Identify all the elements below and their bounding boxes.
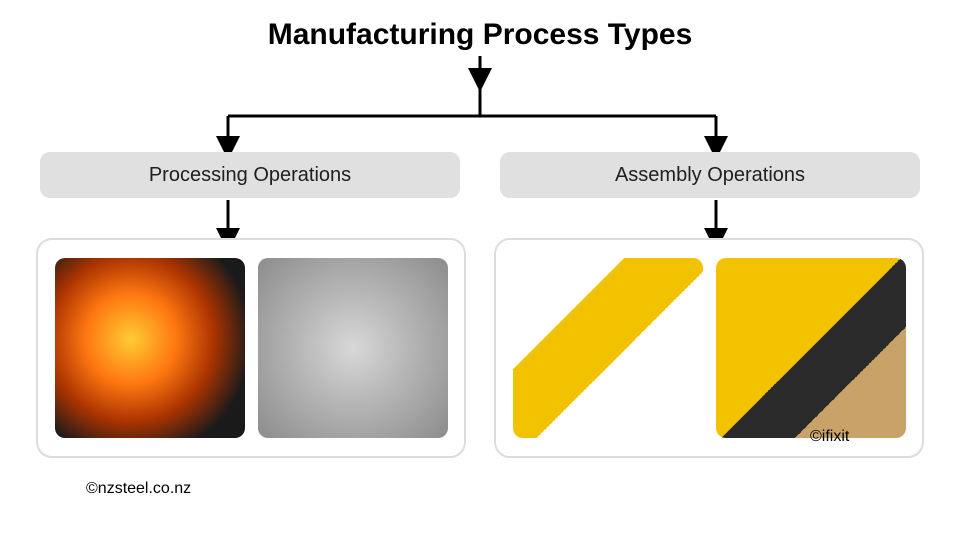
credit-assembly: ©ifixit [810,428,849,446]
image-panel-assembly [494,238,924,458]
page-title: Manufacturing Process Types [0,18,960,52]
image-device-assemble [716,258,906,438]
category-label-text: Assembly Operations [615,164,805,187]
credit-processing: ©nzsteel.co.nz [86,480,191,498]
image-cast-part [258,258,448,438]
image-panel-processing [36,238,466,458]
category-label-processing: Processing Operations [40,152,460,198]
image-device-parts [513,258,703,438]
category-label-text: Processing Operations [149,164,351,187]
image-molten-pour [55,258,245,438]
category-label-assembly: Assembly Operations [500,152,920,198]
